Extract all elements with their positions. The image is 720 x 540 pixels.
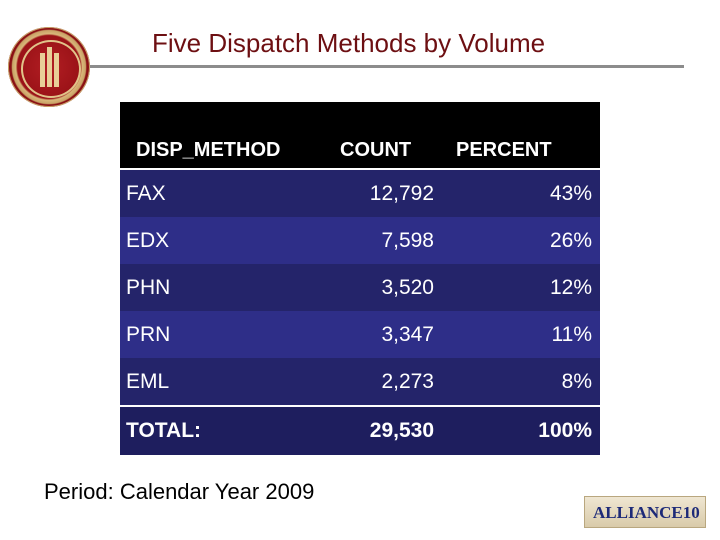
period-footnote: Period: Calendar Year 2009 — [44, 479, 315, 504]
cell-percent: 26% — [549, 229, 592, 252]
cell-percent: 8% — [561, 370, 592, 393]
cell-percent: 12% — [549, 276, 592, 299]
total-divider — [120, 405, 600, 407]
cell-method: PHN — [126, 276, 171, 299]
table-header: DISP_METHOD COUNT PERCENT — [120, 102, 600, 168]
total-percent: 100% — [538, 419, 592, 442]
dispatch-methods-table: DISP_METHOD COUNT PERCENT FAX 12,792 43%… — [120, 102, 600, 455]
cell-method: FAX — [126, 182, 166, 205]
total-count: 29,530 — [369, 419, 434, 442]
table-total-row: TOTAL: 29,530 100% — [120, 407, 600, 455]
title-underline — [90, 65, 684, 68]
table-row: EDX 7,598 26% — [120, 217, 600, 264]
cell-percent: 11% — [551, 323, 592, 346]
cell-count: 3,347 — [381, 323, 434, 346]
cell-method: EML — [126, 370, 170, 393]
header-percent: PERCENT — [456, 139, 552, 161]
cell-method: EDX — [126, 229, 170, 252]
slide-title: Five Dispatch Methods by Volume — [152, 28, 546, 58]
alliance10-logo: ALLIANCE10 — [584, 496, 706, 528]
table-row: PHN 3,520 12% — [120, 264, 600, 311]
total-label: TOTAL: — [126, 419, 202, 442]
cell-count: 12,792 — [369, 182, 434, 205]
header-disp-method: DISP_METHOD — [136, 139, 281, 161]
seal-torch-icon — [54, 53, 59, 87]
table-row: FAX 12,792 43% — [120, 170, 600, 217]
cell-method: PRN — [126, 323, 171, 346]
seal-ring — [21, 40, 81, 98]
cell-percent: 43% — [549, 182, 592, 205]
header-divider — [120, 168, 600, 170]
cell-count: 2,273 — [381, 370, 434, 393]
cell-count: 3,520 — [381, 276, 434, 299]
header-count: COUNT — [340, 139, 412, 161]
alliance10-logo-text: ALLIANCE10 — [593, 503, 700, 522]
cell-count: 7,598 — [381, 229, 434, 252]
seal-torch-icon — [47, 47, 52, 87]
table-row: EML 2,273 8% — [120, 358, 600, 405]
seal-torch-icon — [40, 53, 45, 87]
fsu-seal-logo — [8, 27, 90, 107]
table-row: PRN 3,347 11% — [120, 311, 600, 358]
